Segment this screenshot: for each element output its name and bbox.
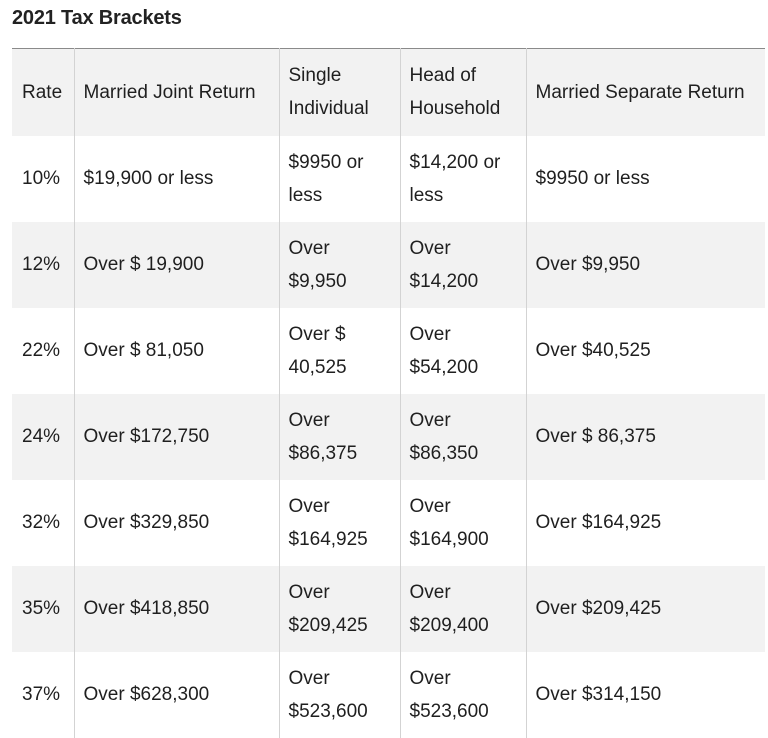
table-row: 37% Over $628,300 Over $523,600 Over $52… — [12, 651, 765, 738]
cell-married-separate: Over $40,525 — [525, 307, 765, 394]
table-row: 24% Over $172,750 Over $86,375 Over $86,… — [12, 393, 765, 480]
table-row: 22% Over $ 81,050 Over $ 40,525 Over $54… — [12, 307, 765, 394]
cell-rate: 32% — [22, 512, 61, 533]
header-married-separate: Married Separate Return — [525, 48, 765, 136]
cell-rate: 24% — [22, 426, 61, 447]
cell-head-of-household: Over $54,200 — [399, 307, 526, 394]
cell-head-of-household: Over $523,600 — [399, 651, 526, 738]
header-married-joint: Married Joint Return — [73, 48, 279, 136]
header-head-of-household: Head of Household — [399, 48, 526, 136]
cell-single: Over $164,925 — [278, 479, 400, 566]
cell-head-of-household: Over $164,900 — [399, 479, 526, 566]
cell-rate: 12% — [22, 254, 61, 275]
cell-rate: 10% — [22, 168, 61, 189]
cell-single: Over $209,425 — [278, 565, 400, 652]
header-single: Single Individual — [278, 48, 400, 136]
table-row: 10% $19,900 or less $9950 or less $14,20… — [12, 135, 765, 222]
cell-rate: 35% — [22, 598, 61, 619]
cell-single: Over $86,375 — [278, 393, 400, 480]
cell-married-separate: Over $209,425 — [525, 565, 765, 652]
cell-married-joint: $19,900 or less — [73, 135, 279, 222]
cell-head-of-household: Over $209,400 — [399, 565, 526, 652]
table-row: 35% Over $418,850 Over $209,425 Over $20… — [12, 565, 765, 652]
cell-married-separate: Over $ 86,375 — [525, 393, 765, 480]
cell-single: $9950 or less — [278, 135, 400, 222]
cell-rate: 37% — [22, 684, 61, 705]
cell-married-joint: Over $628,300 — [73, 651, 279, 738]
cell-head-of-household: Over $14,200 — [399, 221, 526, 308]
cell-married-separate: Over $9,950 — [525, 221, 765, 308]
header-rate: Rate — [22, 81, 63, 103]
cell-rate: 22% — [22, 340, 61, 361]
cell-married-joint: Over $ 81,050 — [73, 307, 279, 394]
page-title: 2021 Tax Brackets — [12, 7, 182, 29]
cell-married-joint: Over $418,850 — [73, 565, 279, 652]
tax-brackets-table-container: Rate Married Joint Return Single Individ… — [12, 48, 765, 738]
cell-head-of-household: $14,200 or less — [399, 135, 526, 222]
tax-brackets-table: Rate Married Joint Return Single Individ… — [12, 48, 765, 738]
cell-single: Over $523,600 — [278, 651, 400, 738]
table-header-row: Rate Married Joint Return Single Individ… — [12, 48, 765, 136]
cell-married-separate: Over $164,925 — [525, 479, 765, 566]
cell-head-of-household: Over $86,350 — [399, 393, 526, 480]
cell-married-separate: Over $314,150 — [525, 651, 765, 738]
table-row: 32% Over $329,850 Over $164,925 Over $16… — [12, 479, 765, 566]
cell-married-separate: $9950 or less — [525, 135, 765, 222]
cell-single: Over $9,950 — [278, 221, 400, 308]
cell-married-joint: Over $329,850 — [73, 479, 279, 566]
cell-married-joint: Over $172,750 — [73, 393, 279, 480]
table-row: 12% Over $ 19,900 Over $9,950 Over $14,2… — [12, 221, 765, 308]
cell-married-joint: Over $ 19,900 — [73, 221, 279, 308]
cell-single: Over $ 40,525 — [278, 307, 400, 394]
